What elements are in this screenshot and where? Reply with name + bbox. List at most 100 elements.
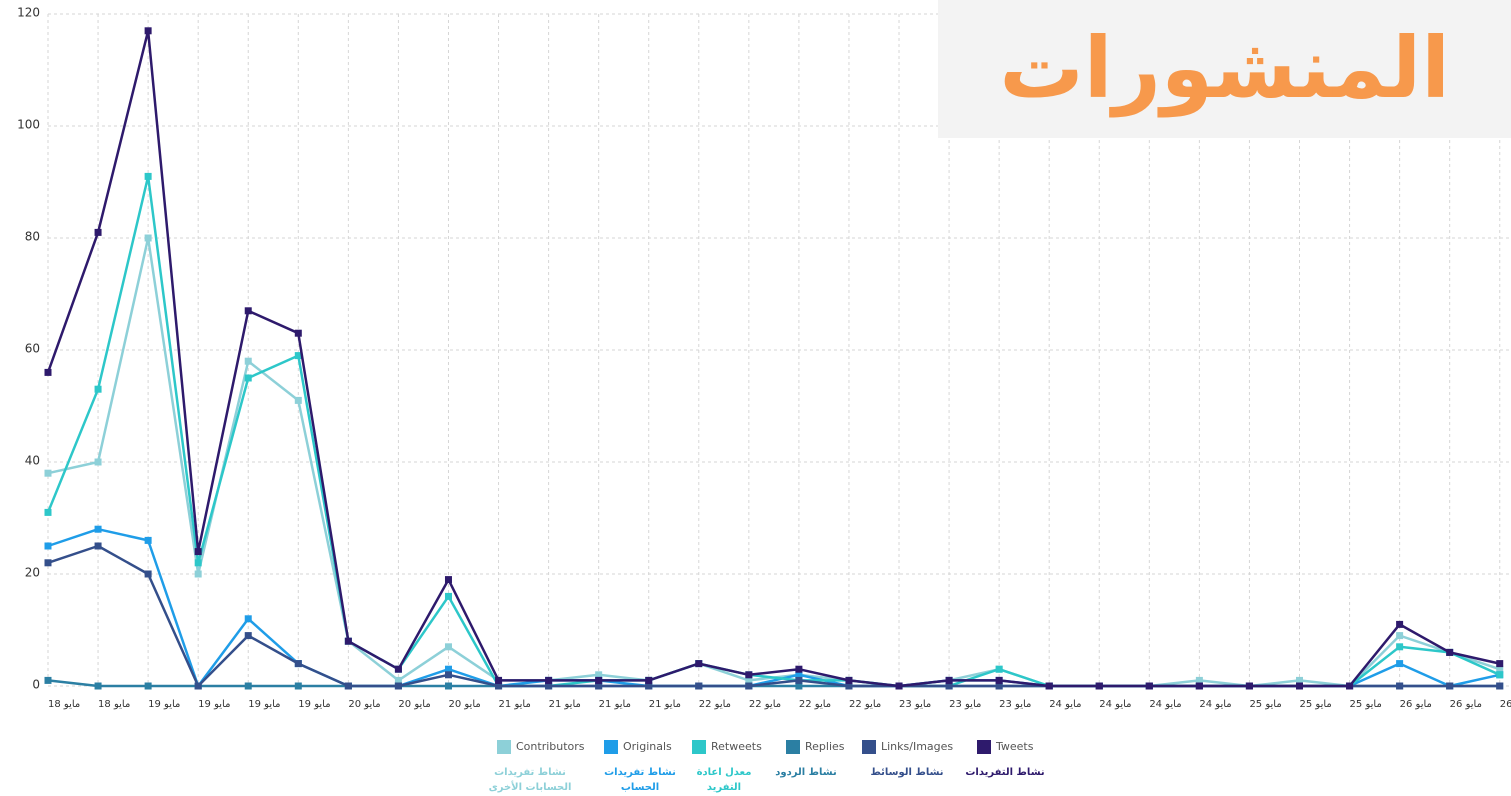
y-tick-label: 20	[25, 566, 40, 580]
x-tick-label: مايو 21	[649, 699, 681, 710]
data-point	[895, 682, 903, 690]
x-tick-label: مايو 23	[949, 699, 981, 710]
legend-label: Tweets	[995, 740, 1034, 753]
legend-swatch	[604, 740, 618, 754]
legend-label: Retweets	[711, 740, 762, 753]
data-point	[94, 525, 102, 533]
x-tick-label: مايو 20	[398, 699, 430, 710]
data-point	[995, 676, 1003, 684]
data-point	[645, 676, 653, 684]
data-point	[745, 676, 753, 684]
y-tick-label: 80	[25, 230, 40, 244]
data-point	[1245, 682, 1253, 690]
data-point	[1396, 660, 1404, 668]
data-point	[44, 469, 52, 477]
y-tick-label: 100	[17, 118, 40, 132]
data-point	[94, 228, 102, 236]
legend-description: الحسابات الأخرى	[489, 780, 572, 793]
y-tick-label: 0	[32, 678, 40, 692]
x-tick-label: مايو 25	[1300, 699, 1332, 710]
series-line	[47, 544, 1500, 688]
data-point	[444, 682, 452, 690]
x-tick-label: مايو 20	[348, 699, 380, 710]
data-point	[795, 665, 803, 673]
legend-label: Links/Images	[881, 740, 953, 753]
data-point	[945, 676, 953, 684]
legend-description: التفريد	[707, 782, 741, 793]
data-point	[144, 234, 152, 242]
data-point	[44, 368, 52, 376]
data-point	[545, 676, 553, 684]
data-point	[94, 682, 102, 690]
data-point	[44, 676, 52, 684]
data-point	[1496, 660, 1504, 668]
legend-swatch	[497, 740, 511, 754]
data-point	[795, 671, 803, 679]
data-point	[144, 27, 152, 35]
data-point	[344, 682, 352, 690]
x-tick-label: مايو 25	[1350, 699, 1382, 710]
data-point	[1195, 682, 1203, 690]
data-point	[144, 172, 152, 180]
title-box	[938, 0, 1511, 138]
data-point	[444, 576, 452, 584]
x-tick-label: مايو 24	[1099, 699, 1131, 710]
data-point	[1296, 682, 1303, 690]
data-point	[194, 682, 202, 690]
data-point	[1346, 682, 1354, 690]
legend-description: نشاط التفريدات	[965, 767, 1044, 778]
x-tick-label: مايو 24	[1199, 699, 1231, 710]
x-tick-label: مايو 22	[799, 699, 831, 710]
data-point	[244, 307, 252, 315]
data-point	[1195, 676, 1203, 684]
data-point	[94, 458, 102, 466]
data-point	[294, 396, 302, 404]
data-point	[294, 660, 302, 668]
data-point	[595, 676, 603, 684]
data-point	[194, 559, 202, 567]
data-point	[695, 660, 703, 668]
data-point	[1396, 632, 1404, 640]
data-point	[194, 548, 202, 556]
data-point	[1095, 682, 1103, 690]
data-point	[795, 682, 803, 690]
data-point	[94, 385, 102, 393]
legend-swatch	[862, 740, 876, 754]
data-point	[1496, 665, 1504, 673]
data-point	[1145, 682, 1153, 690]
data-point	[1446, 682, 1454, 690]
legend-description: نشاط تفريدات	[604, 767, 676, 778]
data-point	[444, 643, 452, 651]
data-point	[1396, 682, 1404, 690]
legend-description: نشاط الوسائط	[870, 767, 943, 778]
data-point	[144, 682, 152, 690]
y-tick-label: 40	[25, 454, 40, 468]
legend-swatch	[786, 740, 800, 754]
data-point	[194, 570, 202, 578]
plot-area: 0 20 40 60 80 100 120 مايو 18 مايو 18 مايو 19 مايو…	[17, 6, 1511, 710]
data-point	[444, 665, 452, 673]
x-tick-label: مايو 21	[599, 699, 631, 710]
series-line	[47, 527, 1501, 688]
legend-description: معدل اعادة	[697, 767, 752, 778]
data-point	[1446, 648, 1454, 656]
data-point	[1045, 682, 1053, 690]
data-point	[144, 570, 152, 578]
data-point	[144, 536, 152, 544]
x-tick-label: مايو 24	[1049, 699, 1081, 710]
data-point	[595, 682, 603, 690]
legend-label: Originals	[623, 740, 672, 753]
data-point	[44, 508, 52, 516]
data-point	[44, 559, 52, 567]
x-tick-label: مايو 26	[1500, 699, 1511, 710]
series-line	[46, 29, 1501, 688]
x-tick-label: مايو 26	[1450, 699, 1482, 710]
data-point	[1296, 676, 1303, 684]
x-tick-label: مايو 23	[999, 699, 1031, 710]
data-point	[244, 615, 252, 623]
legend-label: Contributors	[516, 740, 585, 753]
data-point	[444, 671, 452, 679]
x-tick-label: مايو 21	[549, 699, 581, 710]
data-point	[645, 682, 653, 690]
legend-swatch	[977, 740, 991, 754]
